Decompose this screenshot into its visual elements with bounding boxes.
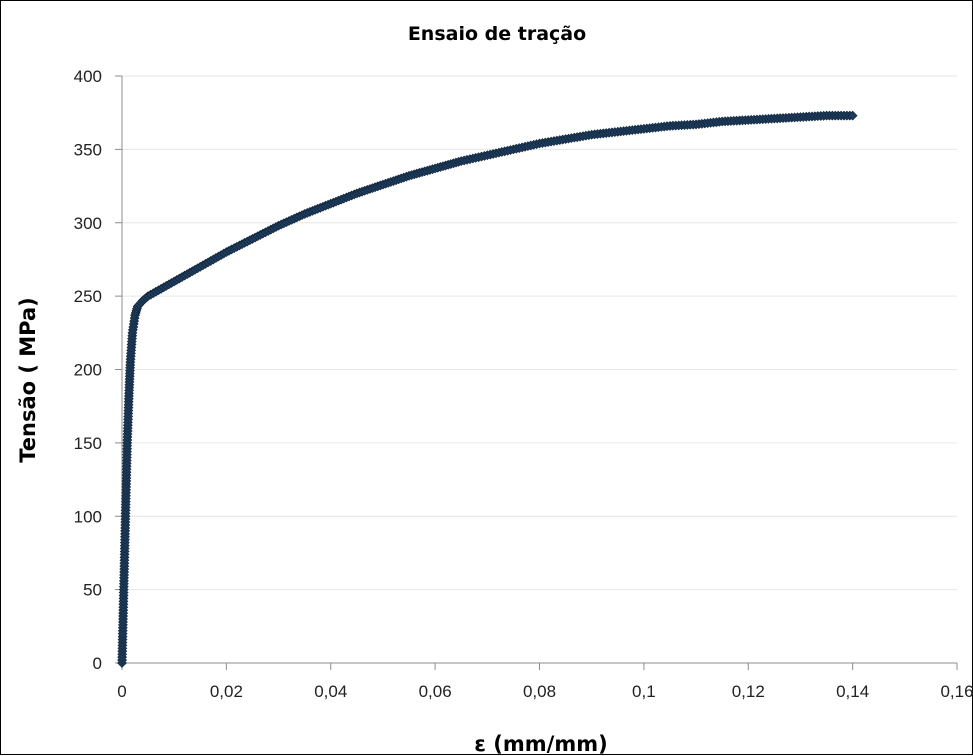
y-tick-label: 0 (93, 654, 102, 673)
chart-title: Ensaio de tração (408, 23, 586, 45)
axes (115, 75, 958, 670)
y-tick-labels: 0 50 100 150 200 250 300 350 400 (74, 67, 102, 673)
x-tick-label: 0,04 (314, 682, 347, 701)
x-tick-label: 0,14 (836, 682, 869, 701)
x-tick-labels: 0 0,02 0,04 0,06 0,08 0,1 0,12 0,14 0,16 (117, 682, 973, 701)
y-tick-label: 200 (74, 361, 102, 380)
y-tick-label: 300 (74, 214, 102, 233)
data-point-marker (847, 110, 858, 121)
y-tick-label: 50 (83, 581, 102, 600)
x-tick-label: 0,08 (523, 682, 556, 701)
x-tick-label: 0,12 (732, 682, 765, 701)
data-series (117, 110, 858, 668)
y-tick-label: 400 (74, 67, 102, 86)
x-tick-label: 0,16 (940, 682, 973, 701)
grid-lines (122, 75, 957, 591)
y-tick-label: 100 (74, 507, 102, 526)
x-tick-label: 0 (117, 682, 126, 701)
y-tick-label: 150 (74, 434, 102, 453)
y-tick-label: 250 (74, 287, 102, 306)
x-tick-label: 0,02 (210, 682, 243, 701)
x-axis-title: ε (mm/mm) (474, 732, 607, 756)
x-tick-label: 0,06 (419, 682, 452, 701)
y-tick-label: 350 (74, 140, 102, 159)
x-tick-label: 0,1 (632, 682, 656, 701)
y-axis-title: Tensão ( MPa) (16, 297, 40, 463)
